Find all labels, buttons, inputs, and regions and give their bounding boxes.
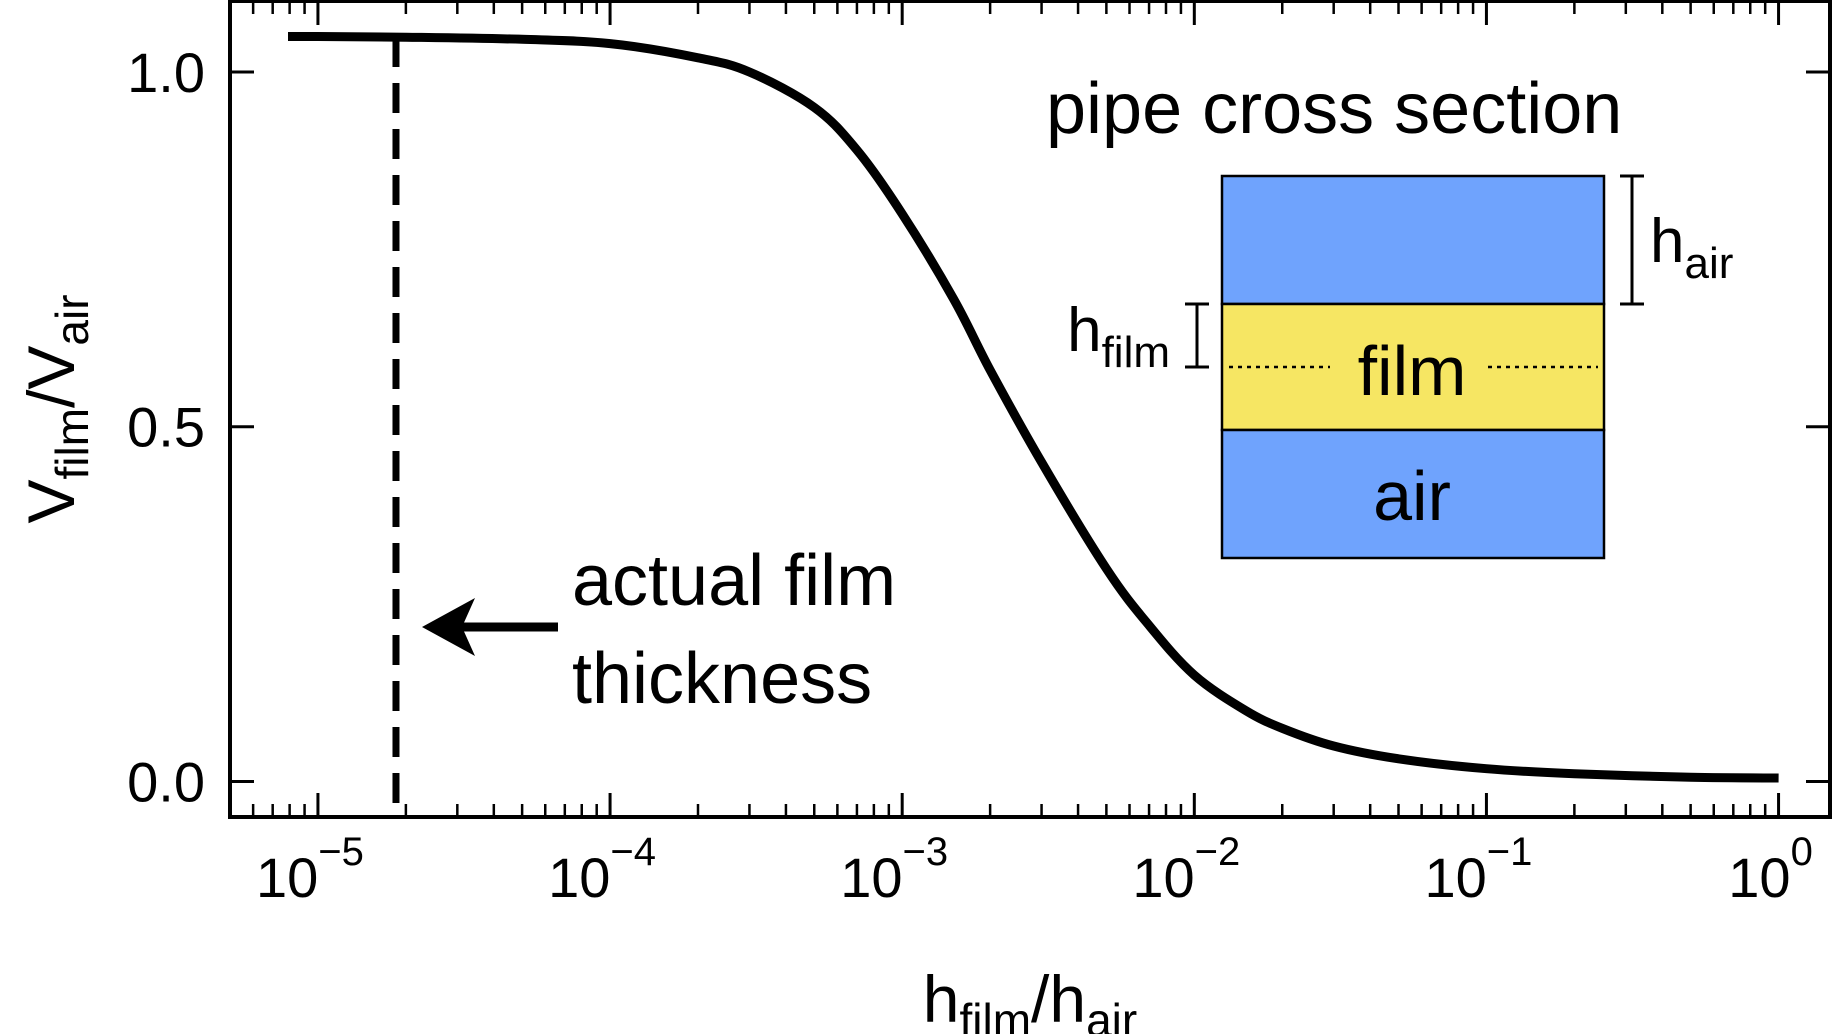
inset-pipe-cross-section: pipe cross section film air hair hfilm [1046, 69, 1733, 560]
h-air-bracket [1620, 174, 1644, 306]
x-minor-ticks [251, 1, 1767, 817]
x-tick-label: 100 [1728, 830, 1813, 909]
x-tick-labels: 10−5 10−4 10−3 10−2 10−1 100 [256, 830, 1813, 909]
x-tick-label: 10−1 [1424, 830, 1532, 909]
plot-frame [228, 0, 1832, 819]
y-axis-label: Vfilm/Vair [14, 294, 98, 523]
h-film-bracket [1185, 302, 1209, 369]
x-tick-label: 10−3 [840, 830, 948, 909]
inset-air-bottom [1220, 428, 1606, 560]
x-axis-label: hfilm/hair [923, 962, 1137, 1034]
y-ticks [230, 70, 1830, 784]
inset-air-top [1220, 174, 1606, 306]
y-tick-labels: 0.0 0.5 1.0 [127, 41, 205, 814]
h-air-label: hair [1650, 207, 1733, 288]
x-tick-label: 10−5 [256, 830, 364, 909]
y-tick-label: 0.5 [127, 396, 205, 459]
series-curve [287, 31, 1779, 783]
x-tick-label: 10−2 [1132, 830, 1240, 909]
y-tick-label: 1.0 [127, 41, 205, 104]
annotation-line-2: thickness [572, 639, 872, 719]
x-major-ticks [316, 1, 1781, 817]
inset-title: pipe cross section [1046, 69, 1622, 149]
y-tick-label: 0.0 [127, 751, 205, 814]
annotation-arrow [422, 598, 558, 656]
annotation-line-1: actual film [572, 541, 896, 621]
h-film-label: hfilm [1067, 296, 1170, 377]
inset-film-label: film [1358, 332, 1467, 410]
x-tick-label: 10−4 [548, 830, 656, 909]
inset-air-label: air [1373, 457, 1451, 535]
